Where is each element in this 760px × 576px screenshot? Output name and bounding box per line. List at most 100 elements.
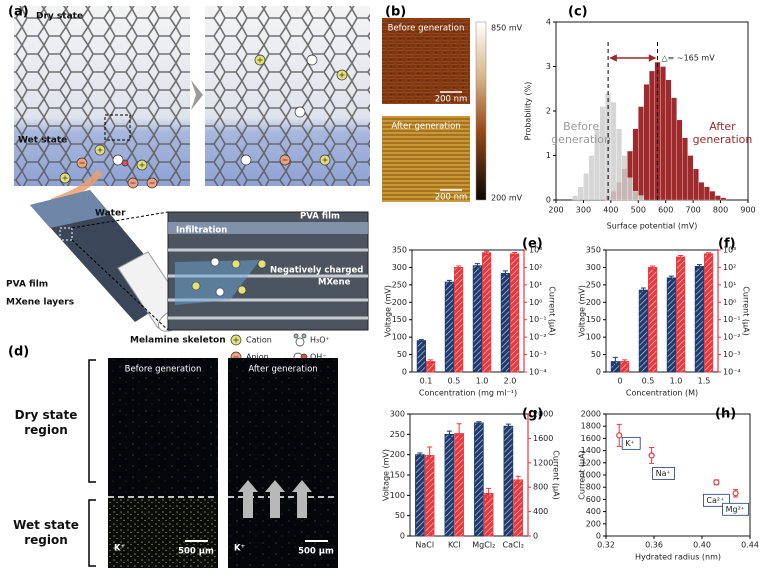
y2-tick-label: 10¹ — [723, 280, 736, 289]
error-bar — [502, 270, 508, 277]
error-bar — [486, 487, 492, 499]
x-tick-label: 0.5 — [642, 377, 655, 386]
y-tick-label: 1200 — [581, 458, 601, 467]
histogram-bar — [709, 190, 716, 201]
x-tick-label: 200 — [548, 206, 563, 215]
legend-label: H₃O⁺ — [310, 336, 330, 345]
series-label: After generation — [692, 120, 753, 146]
panel-label: (f) — [718, 237, 736, 252]
map-wet — [108, 497, 218, 568]
x-axis-label: Concentration (M) — [626, 389, 698, 398]
x-tick-label: 1.5 — [698, 377, 711, 386]
point — [732, 490, 739, 497]
histogram-bar — [583, 173, 590, 201]
image-label: Before generation — [125, 365, 202, 375]
y-tick-label: 1400 — [581, 446, 601, 455]
bar — [454, 433, 464, 537]
panel-label: (b) — [385, 5, 406, 20]
y2-tick-label: 800 — [533, 483, 548, 492]
label: Infiltration — [176, 226, 227, 236]
bar — [424, 455, 435, 537]
histogram-bar — [692, 168, 699, 201]
x-axis-label: Hydrated radius (nm) — [635, 553, 721, 562]
label: Water — [95, 209, 126, 219]
histogram-bar — [588, 155, 595, 201]
error-bar — [446, 430, 452, 439]
ion-label: K⁺ — [114, 544, 125, 554]
ions — [59, 54, 348, 189]
y-tick-label: 200 — [586, 519, 601, 528]
y-tick-label: 1 — [546, 151, 551, 160]
histogram-bar — [698, 182, 705, 201]
y-tick-label: 400 — [586, 507, 601, 516]
histogram-bar — [577, 186, 584, 201]
y-tick-label: 150 — [586, 315, 601, 324]
legend-label: OH⁻ — [310, 353, 327, 362]
y-tick-label: 100 — [390, 491, 405, 500]
y2-tick-label: 1200 — [533, 458, 553, 467]
y-tick-label: 100 — [392, 333, 407, 342]
y-axis-label: Current (μA) — [578, 450, 587, 499]
histogram-bar — [687, 155, 694, 201]
histogram-bar — [638, 195, 644, 201]
y-tick-label: 50 — [397, 350, 407, 359]
x-tick-label: 0.32 — [597, 541, 615, 550]
y-tick-label: 4 — [546, 18, 551, 27]
error-bar — [476, 421, 482, 425]
arrow — [191, 80, 203, 110]
y2-axis-label: Current (μA) — [742, 286, 751, 335]
bar — [415, 454, 425, 537]
y2-tick-label: 10⁰ — [723, 298, 736, 307]
x-tick-label: 2.0 — [504, 377, 517, 386]
histogram-bar — [682, 137, 688, 201]
error-bar — [678, 255, 684, 260]
panel-label: (e) — [522, 237, 543, 252]
y-tick-label: 2000 — [581, 410, 601, 419]
point-label-box — [621, 436, 641, 450]
scale-label: 200 nm — [435, 95, 468, 105]
bar — [454, 267, 464, 373]
error-bar — [650, 265, 656, 270]
histogram-bar — [632, 190, 639, 201]
y-tick-label: 2 — [546, 107, 551, 116]
error-bar — [706, 252, 712, 256]
bar — [474, 422, 484, 537]
error-bar — [484, 250, 490, 256]
histogram-bar — [676, 119, 683, 201]
y2-axis-label: Current (μA) — [548, 286, 557, 335]
afm-images: Before generation After generation 200 n… — [382, 18, 523, 203]
panel-label: (d) — [8, 345, 29, 360]
x-tick-label: 400 — [603, 206, 618, 215]
error-bar — [696, 264, 702, 269]
bar — [483, 492, 494, 537]
y-tick-label: 50 — [591, 350, 601, 359]
x-tick-label: CaCl₂ — [502, 541, 524, 550]
y2-tick-label: 10⁰ — [529, 298, 542, 307]
y2-tick-label: 1600 — [533, 434, 553, 443]
x-tick-label: MgCl₂ — [472, 541, 495, 550]
x-tick-label: 1.0 — [476, 377, 489, 386]
y-tick-label: 1000 — [581, 471, 601, 480]
region-label: Wet state region — [13, 518, 79, 547]
inset-lines — [71, 211, 169, 331]
panel-label: (g) — [522, 407, 543, 422]
region-label: Dry state region — [14, 408, 78, 437]
plot-frame — [605, 413, 751, 537]
error-bar — [456, 423, 462, 444]
y-tick-label: 250 — [392, 280, 407, 289]
label: Dry state — [36, 12, 83, 22]
y-tick-label: 200 — [392, 298, 407, 307]
x-tick-label: 0 — [617, 377, 622, 386]
y-tick-label: 1600 — [581, 434, 601, 443]
y2-tick-label: 10² — [529, 263, 542, 272]
error-bar — [622, 359, 628, 365]
map-image — [228, 358, 338, 568]
y2-tick-label: 10⁻¹ — [529, 315, 547, 324]
error-bar — [417, 452, 423, 457]
y2-tick-label: 10⁻³ — [723, 350, 741, 359]
inset-layers — [168, 248, 368, 320]
label: Melamine skeleton — [130, 336, 226, 346]
point-label: K⁺ — [625, 439, 634, 448]
